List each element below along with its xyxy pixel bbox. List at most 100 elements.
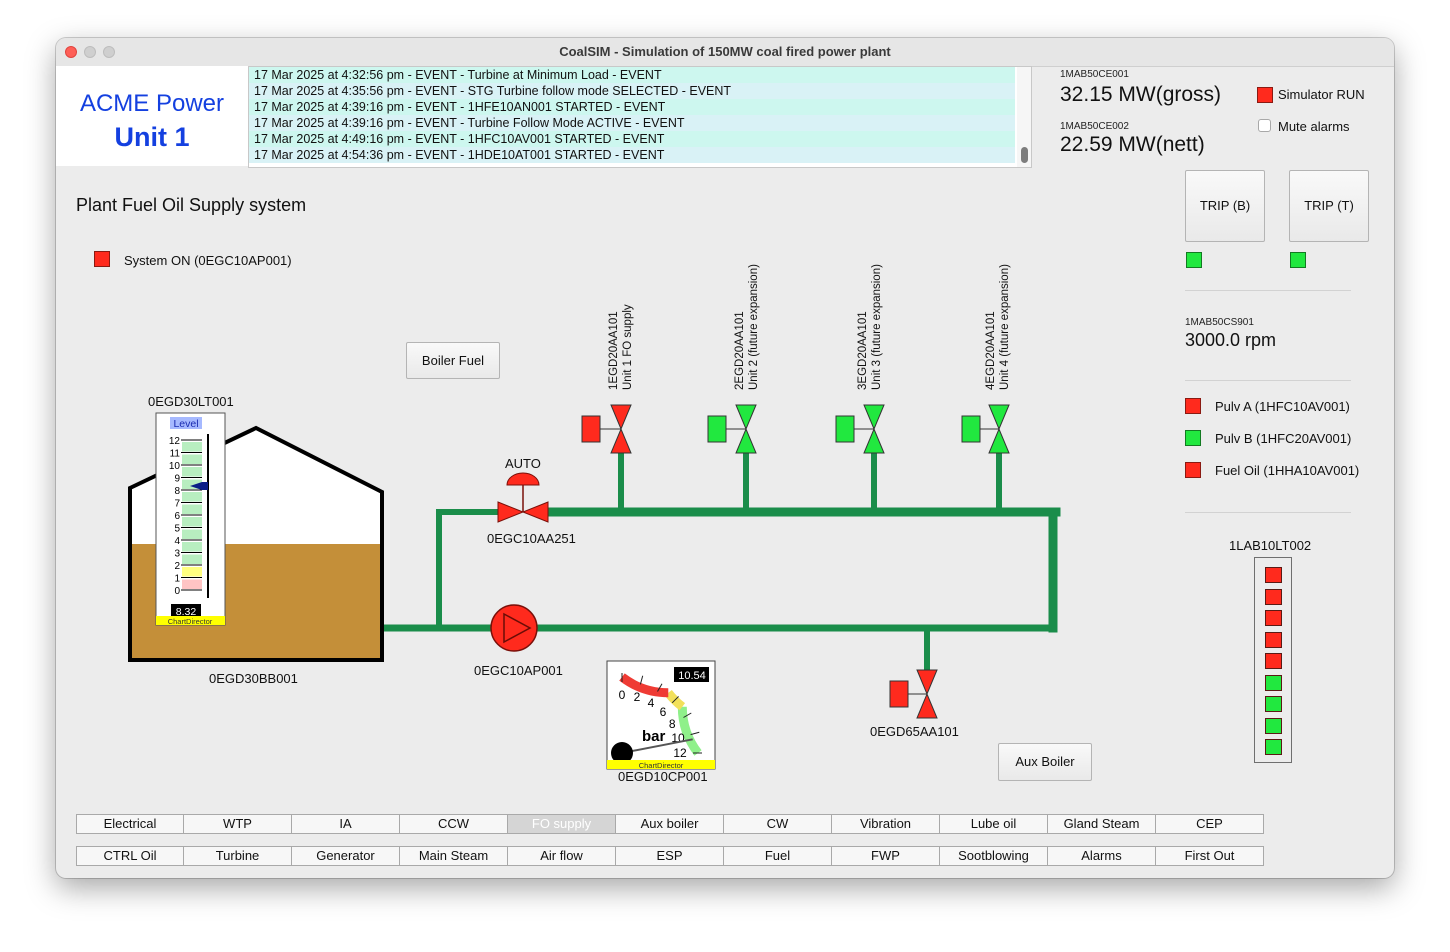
side-level-cell xyxy=(1265,631,1282,648)
nav-button-ia[interactable]: IA xyxy=(292,814,400,834)
event-log-row[interactable]: 17 Mar 2025 at 4:49:16 pm - EVENT - 1HFC… xyxy=(249,131,1015,147)
fuel-oil-label: Fuel Oil (1HHA10AV001) xyxy=(1215,463,1360,478)
system-on-indicator xyxy=(94,251,110,267)
level-band xyxy=(182,554,202,564)
unit3-valve-tag: 3EGD20AA101 xyxy=(857,311,869,390)
nav-button-aux-boiler[interactable]: Aux boiler xyxy=(616,814,724,834)
nav-button-sootblowing[interactable]: Sootblowing xyxy=(940,846,1048,866)
logo-company-name: ACME Power xyxy=(79,90,225,117)
level-tick-label: 12 xyxy=(169,436,181,447)
unit1-valve-desc: Unit 1 FO supply xyxy=(622,304,634,390)
app-window: CoalSIM - Simulation of 150MW coal fired… xyxy=(56,38,1394,878)
trip-turbine-button[interactable]: TRIP (T) xyxy=(1289,170,1369,242)
unit2-valve-desc: Unit 2 (future expansion) xyxy=(748,264,760,390)
level-value-box xyxy=(171,604,201,617)
mute-alarms-checkbox[interactable] xyxy=(1258,119,1271,132)
level-band xyxy=(182,567,202,577)
nav-button-fo-supply[interactable]: FO supply xyxy=(508,814,616,834)
nett-power-value: 22.59 MW(nett) xyxy=(1060,133,1205,156)
level-tick-label: 4 xyxy=(174,536,180,547)
side-level-cell xyxy=(1265,674,1282,691)
event-log-row[interactable]: 17 Mar 2025 at 4:35:56 pm - EVENT - STG … xyxy=(249,83,1015,99)
level-gauge-title-bg xyxy=(170,417,202,429)
trip-turbine-status-indicator xyxy=(1290,252,1306,268)
level-band xyxy=(182,454,202,464)
pulv-b-label: Pulv B (1HFC20AV001) xyxy=(1215,431,1352,446)
side-level-cell xyxy=(1265,739,1282,755)
level-band xyxy=(182,442,202,452)
event-log-row[interactable]: 17 Mar 2025 at 4:39:16 pm - EVENT - 1HFE… xyxy=(249,99,1015,115)
nav-button-first-out[interactable]: First Out xyxy=(1156,846,1264,866)
nav-button-ccw[interactable]: CCW xyxy=(400,814,508,834)
pressure-tick-label: 12 xyxy=(673,746,687,760)
unit4-valve-desc: Unit 4 (future expansion) xyxy=(999,264,1011,390)
nav-button-electrical[interactable]: Electrical xyxy=(76,814,184,834)
level-band xyxy=(182,517,202,527)
nav-button-vibration[interactable]: Vibration xyxy=(832,814,940,834)
level-tick-label: 11 xyxy=(170,449,181,460)
divider xyxy=(1185,290,1351,291)
page-title: Plant Fuel Oil Supply system xyxy=(76,195,307,215)
side-level-cell xyxy=(1265,610,1282,626)
nav-button-wtp[interactable]: WTP xyxy=(184,814,292,834)
nav-button-fuel[interactable]: Fuel xyxy=(724,846,832,866)
level-tick-label: 6 xyxy=(174,511,180,522)
nav-button-air-flow[interactable]: Air flow xyxy=(508,846,616,866)
level-tick-label: 3 xyxy=(174,549,180,560)
simulator-run-label: Simulator RUN xyxy=(1278,87,1365,102)
trip-boiler-button[interactable]: TRIP (B) xyxy=(1185,170,1265,242)
pulv-a-label: Pulv A (1HFC10AV001) xyxy=(1215,399,1350,414)
nav-button-main-steam[interactable]: Main Steam xyxy=(400,846,508,866)
level-tick-label: 9 xyxy=(174,474,180,485)
unit3-supply-valve[interactable] xyxy=(835,404,885,454)
event-log-row[interactable]: 17 Mar 2025 at 4:39:16 pm - EVENT - Turb… xyxy=(249,115,1015,131)
control-valve-tag: 0EGC10AA251 xyxy=(487,531,576,546)
level-tick-label: 8 xyxy=(174,486,180,497)
aux-boiler-valve-0EGD65AA101[interactable] xyxy=(889,669,938,719)
nav-button-esp[interactable]: ESP xyxy=(616,846,724,866)
pressure-tick xyxy=(690,731,700,736)
close-window-button[interactable] xyxy=(65,46,77,58)
level-gauge-title: Level xyxy=(173,418,198,430)
nav-button-ctrl-oil[interactable]: CTRL Oil xyxy=(76,846,184,866)
pressure-tick-label: 8 xyxy=(669,717,676,731)
nav-button-generator[interactable]: Generator xyxy=(292,846,400,866)
zoom-window-button[interactable] xyxy=(103,46,115,58)
unit1-valve-tag: 1EGD20AA101 xyxy=(608,311,620,390)
pressure-tick xyxy=(671,696,679,704)
event-log-row[interactable]: 17 Mar 2025 at 4:54:36 pm - EVENT - 1HDE… xyxy=(249,147,1015,163)
event-log[interactable]: 17 Mar 2025 at 4:32:56 pm - EVENT - Turb… xyxy=(248,66,1032,168)
nav-button-lube-oil[interactable]: Lube oil xyxy=(940,814,1048,834)
unit1-fo-supply-valve[interactable] xyxy=(581,404,632,454)
unit4-supply-valve[interactable] xyxy=(961,404,1010,454)
nav-button-cep[interactable]: CEP xyxy=(1156,814,1264,834)
nav-button-alarms[interactable]: Alarms xyxy=(1048,846,1156,866)
fuel-oil-pump[interactable] xyxy=(490,604,538,652)
level-tick-label: 0 xyxy=(174,586,180,597)
control-valve-0EGC10AA251[interactable] xyxy=(497,472,549,523)
unit2-supply-valve[interactable] xyxy=(707,404,757,454)
pressure-tick-label: 6 xyxy=(660,705,667,719)
gross-power-tag: 1MAB50CE001 xyxy=(1060,69,1129,80)
turbine-speed-value: 3000.0 rpm xyxy=(1185,330,1277,350)
simulator-run-indicator[interactable] xyxy=(1257,87,1273,103)
side-level-tag: 1LAB10LT002 xyxy=(1229,538,1312,553)
event-log-row[interactable]: 17 Mar 2025 at 4:32:56 pm - EVENT - Turb… xyxy=(249,67,1015,83)
turbine-speed-tag: 1MAB50CS901 xyxy=(1185,317,1254,328)
pressure-tick-label: 4 xyxy=(648,696,655,710)
nav-button-gland-steam[interactable]: Gland Steam xyxy=(1048,814,1156,834)
nav-button-turbine[interactable]: Turbine xyxy=(184,846,292,866)
minimize-window-button[interactable] xyxy=(84,46,96,58)
aux-valve-tag: 0EGD65AA101 xyxy=(870,724,959,739)
nav-button-fwp[interactable]: FWP xyxy=(832,846,940,866)
side-level-cell xyxy=(1265,588,1282,605)
event-log-scrollbar[interactable] xyxy=(1017,67,1031,167)
aux-boiler-button[interactable]: Aux Boiler xyxy=(998,743,1092,781)
nav-button-cw[interactable]: CW xyxy=(724,814,832,834)
boiler-fuel-button[interactable]: Boiler Fuel xyxy=(406,342,500,379)
event-log-scroll-thumb[interactable] xyxy=(1021,147,1028,163)
control-valve-mode: AUTO xyxy=(505,456,541,471)
chartdirector-badge xyxy=(607,760,715,769)
system-on-label: System ON (0EGC10AP001) xyxy=(124,253,292,268)
